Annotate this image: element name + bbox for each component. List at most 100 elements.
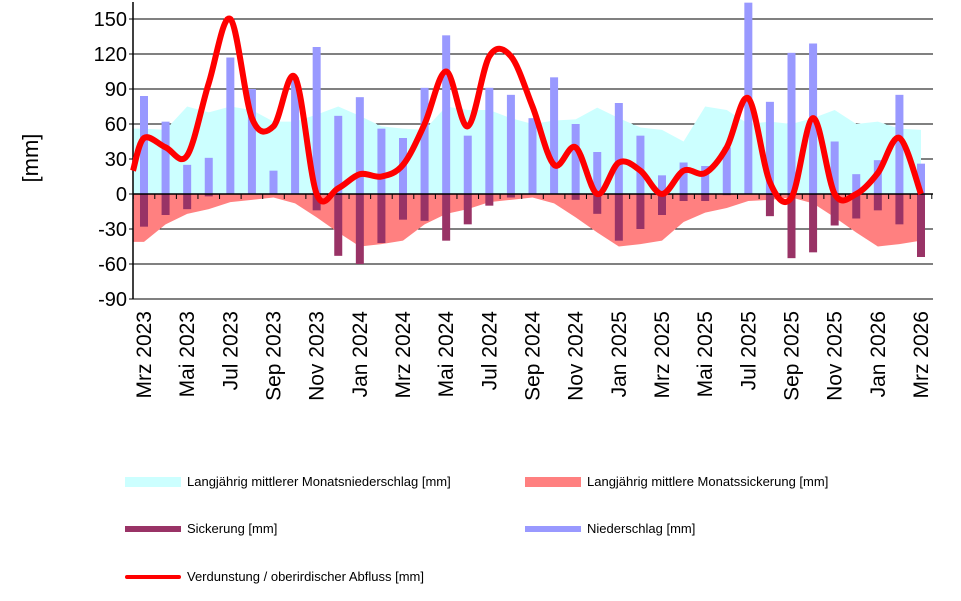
y-tick-label: 30 (105, 149, 127, 171)
bar-precip (830, 141, 839, 194)
bar-precip (161, 121, 170, 194)
x-tick-label: Sep 2025 (781, 311, 804, 401)
bar-precip (204, 157, 213, 194)
bar-seepage (614, 194, 623, 241)
legend-item-lt-seepage: Langjährig mittlere Monatssickerung [mm] (525, 474, 828, 489)
bar-precip (593, 152, 602, 194)
x-tick-label: Mai 2025 (694, 311, 717, 397)
bar-seepage (679, 194, 688, 201)
bar-seepage (463, 194, 472, 225)
bar-seepage (701, 194, 710, 201)
x-tick-label: Mrz 2024 (392, 311, 415, 399)
legend-swatch (525, 525, 581, 532)
bar-seepage (809, 194, 818, 253)
bar-seepage (399, 194, 407, 220)
bar-seepage (830, 194, 839, 226)
bar-seepage (183, 194, 192, 210)
bar-precip (765, 101, 774, 194)
bar-precip (355, 97, 364, 194)
x-tick-label: Jul 2023 (219, 311, 242, 390)
bar-precip (269, 170, 278, 194)
plot-area: -90 -60 -30 0 30 60 90 120 150 Mrz 2023 Mai 2023 Ju… (18, 2, 933, 401)
legend-label: Verdunstung / oberirdischer Abfluss [mm] (187, 569, 425, 584)
bar-precip (312, 47, 321, 194)
x-tick-label: Nov 2023 (306, 311, 329, 401)
bar-seepage (161, 194, 170, 215)
bar-seepage (658, 194, 666, 215)
bar-precip (636, 135, 645, 194)
bar-precip (917, 163, 925, 194)
x-tick-label: Mrz 2025 (651, 311, 674, 399)
legend-swatch (125, 574, 181, 579)
legend-label: Sickerung [mm] (187, 521, 278, 536)
bar-seepage (355, 194, 364, 264)
legend-label: Langjährig mittlerer Monatsniederschlag … (187, 474, 451, 489)
x-tick-label: Nov 2024 (565, 311, 588, 401)
legend-item-lt-precip: Langjährig mittlerer Monatsniederschlag … (125, 474, 451, 489)
x-tick-label: Jul 2024 (478, 311, 501, 391)
legend-label: Niederschlag [mm] (587, 521, 696, 536)
x-tick-label: Sep 2023 (263, 311, 286, 401)
bar-seepage (873, 194, 882, 211)
bar-precip (485, 87, 494, 194)
bar-precip (852, 174, 861, 194)
bar-seepage (787, 194, 796, 259)
bar-seepage (334, 194, 343, 256)
y-tick-label: -90 (98, 289, 127, 311)
bar-precip (528, 118, 537, 194)
x-tick-label: Jan 2024 (349, 311, 372, 398)
bar-precip (701, 166, 710, 194)
legend-swatch (125, 476, 181, 487)
bar-precip (679, 162, 688, 194)
bar-precip (614, 103, 623, 194)
bar-precip (506, 94, 515, 194)
bar-precip (334, 115, 343, 194)
bar-seepage (917, 194, 925, 257)
legend-swatch (125, 525, 181, 532)
bar-precip (442, 35, 451, 195)
bar-seepage (895, 194, 904, 225)
bar-precip (658, 175, 666, 194)
area-lt-seepage (133, 194, 921, 247)
bar-precip (787, 52, 796, 195)
bar-seepage (765, 194, 774, 217)
x-tick-label: Mai 2023 (176, 311, 199, 397)
x-tick-label: Jan 2025 (608, 311, 631, 397)
x-tick-label: Nov 2025 (824, 311, 847, 401)
legend-label: Langjährig mittlere Monatssickerung [mm] (587, 474, 829, 489)
bar-seepage (636, 194, 645, 229)
y-tick-label: 150 (94, 9, 127, 31)
bar-precip (377, 128, 386, 194)
bar-precip (183, 164, 192, 194)
y-tick-label: 60 (105, 114, 127, 136)
bar-precip (895, 94, 904, 194)
y-tick-label: 0 (116, 184, 127, 206)
x-tick-label: Mrz 2023 (133, 311, 156, 399)
legend-item-precip: Niederschlag [mm] (525, 521, 695, 536)
bar-precip (571, 124, 580, 194)
bar-precip (247, 89, 256, 194)
y-tick-label: -60 (98, 254, 127, 276)
bar-seepage (312, 194, 321, 211)
bar-precip (420, 87, 429, 194)
bar-precip (550, 77, 559, 194)
y-tick-label: 90 (105, 79, 127, 101)
line-evaporation (130, 15, 924, 205)
bar-precip (291, 77, 300, 194)
bar-seepage (571, 194, 580, 200)
x-tick-label: Jan 2026 (867, 311, 890, 397)
bar-precip (226, 57, 235, 194)
x-tick-label: Mrz 2026 (910, 311, 933, 399)
legend-item-seepage: Sickerung [mm] (125, 521, 277, 536)
bar-precip (140, 96, 148, 194)
bar-seepage (593, 194, 602, 214)
legend-item-evap: Verdunstung / oberirdischer Abfluss [mm] (125, 569, 424, 584)
bar-precip (722, 147, 731, 194)
bar-seepage (485, 194, 494, 206)
bar-precip (463, 135, 472, 194)
x-tick-label: Sep 2024 (522, 311, 545, 401)
bar-seepage (420, 194, 429, 221)
bar-seepage (442, 194, 451, 241)
x-tick-label: Jul 2025 (737, 311, 760, 390)
